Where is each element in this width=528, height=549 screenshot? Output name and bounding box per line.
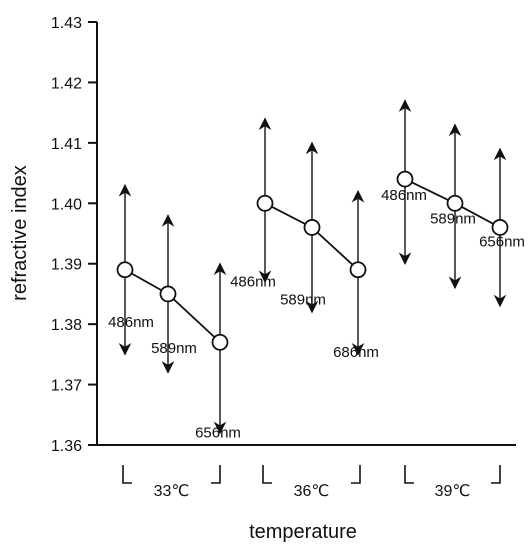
point-label: 589nm xyxy=(151,340,197,357)
group-bracket-right xyxy=(351,465,361,484)
group-bracket-left xyxy=(262,465,272,484)
y-axis-title: refractive index xyxy=(9,165,31,301)
y-ticks: 1.36 1.37 1.38 1.39 1.40 1.41 1.42 1.43 xyxy=(51,15,97,455)
point-label: 486nm xyxy=(230,273,276,290)
point-label: 486nm xyxy=(381,187,427,204)
data-point xyxy=(303,219,321,236)
y-tick-label: 1.36 xyxy=(51,438,82,455)
group-bracket-right xyxy=(491,465,501,484)
y-tick-label: 1.40 xyxy=(51,196,82,213)
point-label: 589nm xyxy=(430,210,476,227)
y-tick-label: 1.39 xyxy=(51,257,82,274)
group-label: 39℃ xyxy=(435,483,471,500)
data-point xyxy=(349,261,367,279)
data-point xyxy=(116,261,134,279)
point-label: 656nm xyxy=(195,424,241,441)
group-brackets: 33℃ 36℃ 39℃ xyxy=(122,465,501,500)
y-tick-label: 1.41 xyxy=(51,136,82,153)
point-label: 486nm xyxy=(108,314,154,331)
series-line xyxy=(124,268,221,343)
y-tick-label: 1.42 xyxy=(51,75,82,92)
markers xyxy=(116,170,509,351)
group-bracket-left xyxy=(122,465,132,484)
y-tick-label: 1.43 xyxy=(51,15,82,32)
data-point xyxy=(491,219,509,236)
data-point xyxy=(211,333,229,351)
y-tick-label: 1.38 xyxy=(51,317,82,334)
group-bracket-right xyxy=(211,465,221,484)
data-point xyxy=(256,194,274,212)
data-point xyxy=(396,170,414,188)
data-point xyxy=(159,285,177,303)
point-label: 686nm xyxy=(333,344,379,361)
point-label: 656nm xyxy=(479,233,525,250)
group-bracket-left xyxy=(404,465,414,484)
point-labels: 486nm589nm656nm486nm589nm686nm486nm589nm… xyxy=(108,187,525,441)
point-label: 589nm xyxy=(280,291,326,308)
y-tick-label: 1.37 xyxy=(51,378,82,395)
data-point xyxy=(446,194,464,212)
x-axis-title: temperature xyxy=(249,521,357,543)
group-label: 33℃ xyxy=(154,483,190,500)
group-label: 36℃ xyxy=(294,483,330,500)
error-bars xyxy=(118,99,507,435)
